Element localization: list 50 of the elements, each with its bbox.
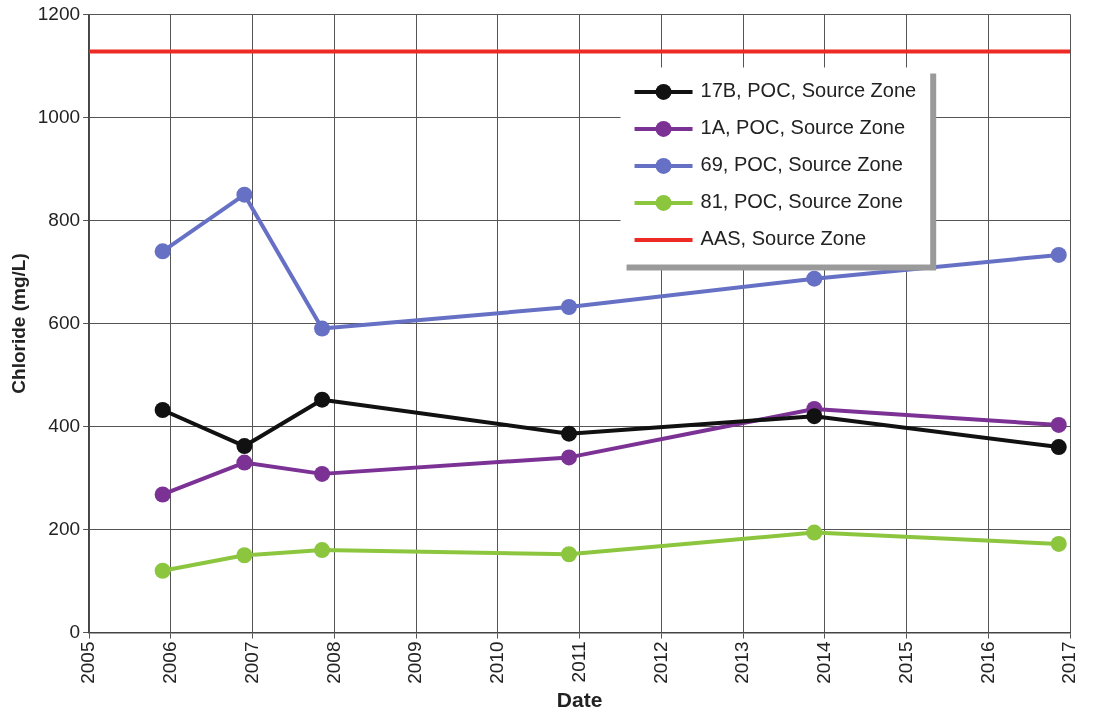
point [314, 391, 331, 408]
x-tick-label: 2012 [649, 641, 671, 684]
y-tick-label: 1000 [37, 105, 81, 127]
legend-label: 81, POC, Source Zone [700, 190, 903, 213]
point [561, 425, 578, 442]
legend-label: 1A, POC, Source Zone [700, 116, 906, 139]
y-tick-label: 200 [48, 517, 81, 539]
x-tick-label: 2008 [322, 641, 344, 684]
point [1050, 535, 1067, 552]
point [236, 547, 253, 564]
point [154, 562, 171, 579]
y-tick-label: 1200 [37, 2, 81, 24]
x-tick-label: 2007 [240, 641, 262, 684]
point [806, 270, 823, 287]
point [236, 438, 253, 455]
y-axis-title: Chloride (mg/L) [7, 253, 29, 394]
point [314, 465, 331, 482]
legend-label: AAS, Source Zone [700, 227, 867, 250]
point [154, 243, 171, 260]
x-tick-label: 2015 [894, 641, 916, 684]
point [1050, 416, 1067, 433]
point [1050, 439, 1067, 456]
y-tick-label: 400 [48, 414, 81, 436]
legend-label: 69, POC, Source Zone [700, 153, 903, 176]
point [314, 320, 331, 337]
x-tick-label: 2013 [731, 641, 753, 684]
y-tick-label: 0 [69, 620, 81, 642]
point [314, 542, 331, 559]
point [154, 402, 171, 419]
x-tick-label: 2016 [976, 641, 998, 684]
point [806, 524, 823, 541]
x-tick-label: 2014 [813, 641, 835, 684]
point [1050, 246, 1067, 263]
x-tick-label: 2010 [486, 641, 508, 684]
point [806, 408, 823, 425]
y-tick-label: 800 [48, 208, 81, 230]
x-tick-label: 2005 [77, 641, 99, 684]
legend-label: 17B, POC, Source Zone [700, 79, 917, 102]
x-tick-label: 2011 [567, 641, 589, 683]
x-tick-label: 2009 [404, 641, 426, 684]
x-axis-title: Date [556, 688, 603, 712]
y-tick-label: 600 [48, 311, 81, 333]
x-tick-label: 2006 [159, 641, 181, 684]
point [561, 298, 578, 315]
point [561, 449, 578, 466]
point [236, 454, 253, 471]
x-tick-label: 2017 [1058, 641, 1080, 684]
point [561, 546, 578, 563]
point [236, 186, 253, 203]
point [154, 486, 171, 503]
